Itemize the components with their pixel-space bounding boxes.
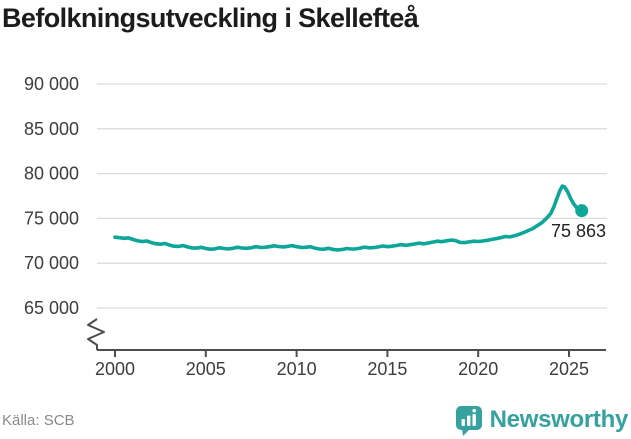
y-tick-label: 90 000 bbox=[24, 74, 79, 94]
newsworthy-wordmark: Newsworthy bbox=[489, 406, 629, 433]
end-point-dot bbox=[575, 204, 589, 218]
x-tick-label: 2025 bbox=[549, 359, 589, 379]
source-label: Källa: SCB bbox=[2, 412, 75, 429]
chart-title: Befolkningsutveckling i Skellefteå bbox=[2, 3, 419, 33]
x-tick-label: 2000 bbox=[95, 359, 135, 379]
population-line bbox=[113, 184, 584, 252]
newsworthy-logo-icon bbox=[455, 406, 482, 436]
newsworthy-logo: Newsworthy bbox=[454, 405, 628, 437]
end-value-label: 75 863 bbox=[551, 221, 606, 241]
x-tick-label: 2005 bbox=[186, 359, 226, 379]
y-tick-label: 85 000 bbox=[24, 119, 79, 139]
x-tick-label: 2015 bbox=[367, 359, 407, 379]
y-tick-label: 65 000 bbox=[24, 298, 79, 318]
y-tick-label: 80 000 bbox=[24, 164, 79, 184]
y-tick-label: 75 000 bbox=[24, 208, 79, 228]
y-tick-label: 70 000 bbox=[24, 253, 79, 273]
x-tick-label: 2020 bbox=[458, 359, 498, 379]
x-tick-label: 2010 bbox=[277, 359, 317, 379]
axis-break-icon bbox=[87, 318, 105, 350]
